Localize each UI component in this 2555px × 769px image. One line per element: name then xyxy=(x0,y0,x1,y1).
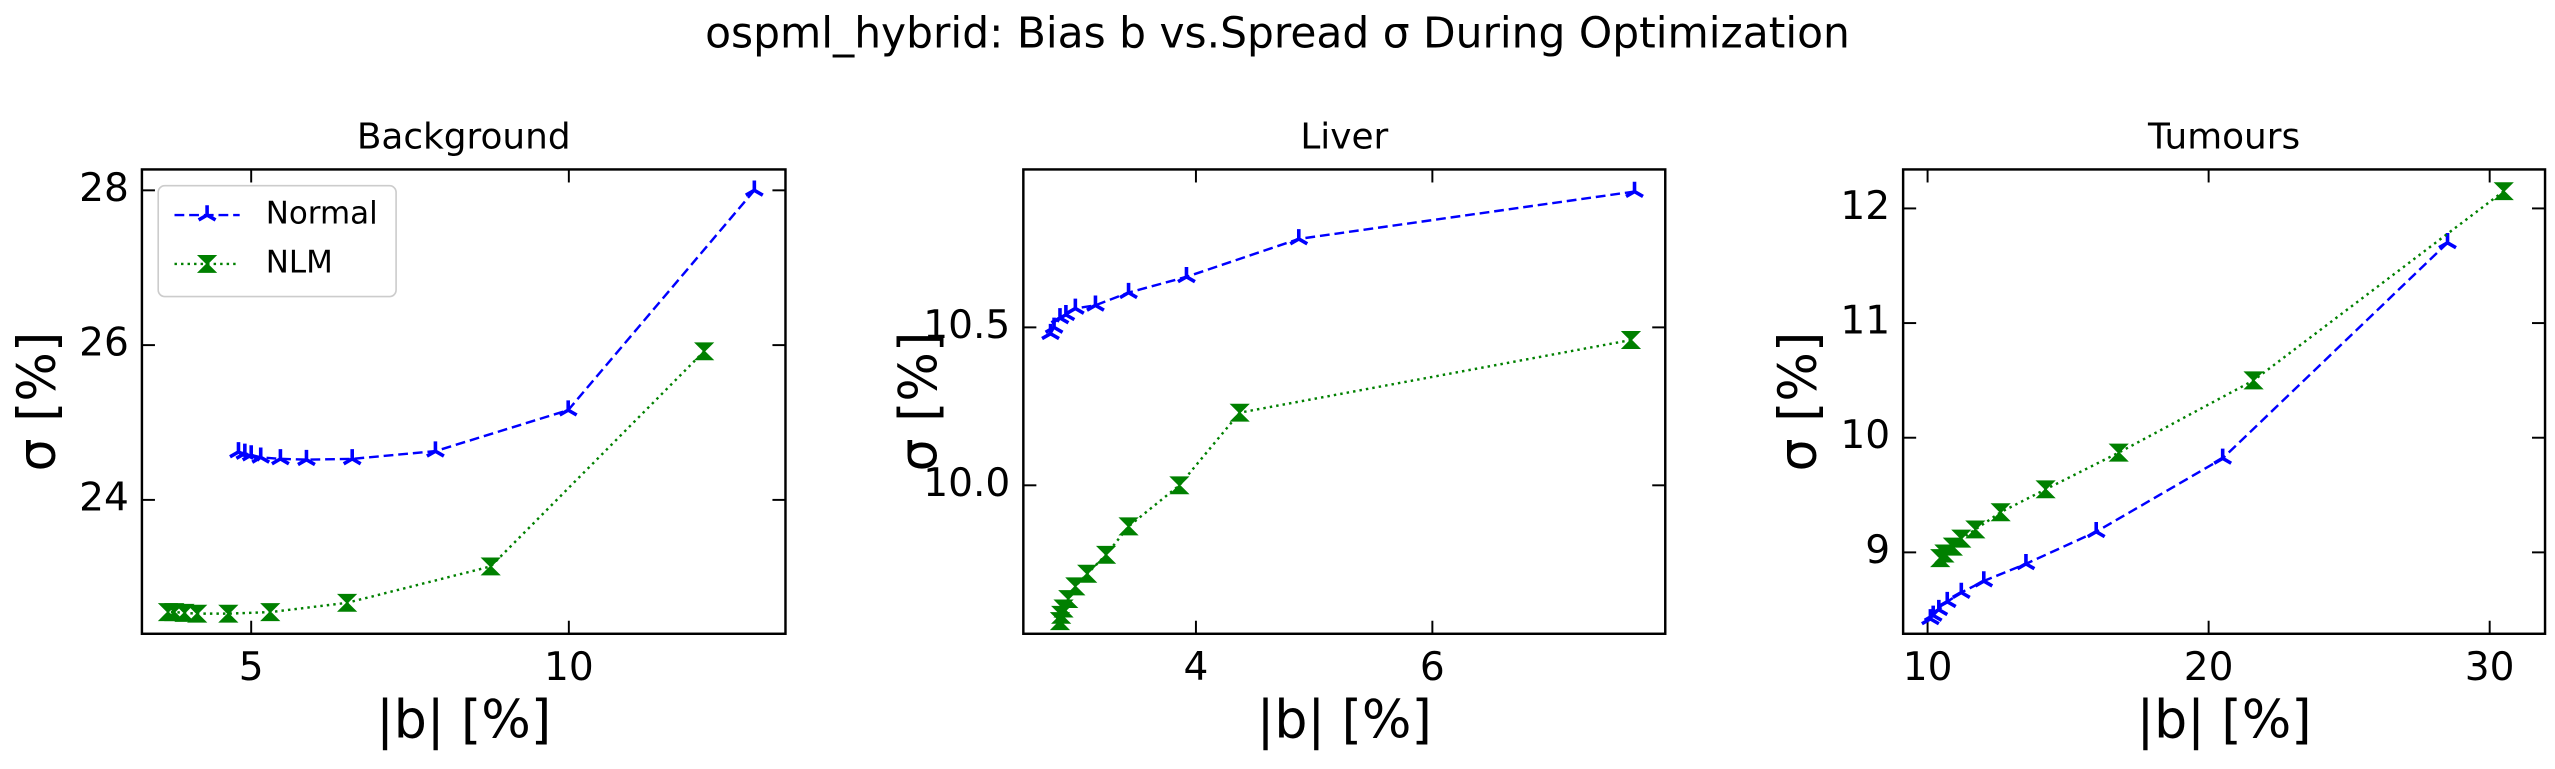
data-point xyxy=(218,604,239,623)
data-point xyxy=(1951,582,1971,599)
data-point xyxy=(1620,331,1642,349)
data-point xyxy=(744,180,764,197)
data-point xyxy=(1930,549,1951,568)
data-point xyxy=(1177,267,1196,284)
data-point xyxy=(1049,612,1071,631)
y-tick-label: 9 xyxy=(1865,528,1890,573)
plot-frame xyxy=(140,168,787,635)
legend-label: Normal xyxy=(266,196,378,232)
x-axis-label: |b| [%] xyxy=(376,690,551,750)
y-tick-label: 10.5 xyxy=(923,303,1010,348)
y-tick-label: 12 xyxy=(1840,184,1890,229)
data-point xyxy=(1990,503,2011,522)
data-point xyxy=(271,449,290,466)
data-point xyxy=(2035,480,2056,499)
data-point xyxy=(1942,537,1963,556)
plot-frame xyxy=(1901,168,2547,635)
y-tick-label: 10 xyxy=(1840,413,1890,458)
data-point xyxy=(2016,554,2036,571)
data-point xyxy=(2493,182,2514,201)
y-axis-label: σ [%] xyxy=(8,332,68,472)
data-point xyxy=(2086,521,2106,539)
figure-title: ospml_hybrid: Bias b vs.Spread σ During … xyxy=(705,8,1850,57)
y-tick-label: 24 xyxy=(79,475,129,520)
legend-marker xyxy=(197,205,217,222)
x-tick-label: 30 xyxy=(2465,645,2515,690)
data-point xyxy=(558,400,578,417)
x-axis-label: |b| [%] xyxy=(2137,690,2312,750)
subplot-title: Background xyxy=(357,116,571,157)
y-tick-label: 11 xyxy=(1840,299,1890,344)
y-axis-label: σ [%] xyxy=(1769,332,1829,472)
data-point xyxy=(1086,295,1105,312)
y-axis-label: σ [%] xyxy=(889,332,949,472)
subplot-title: Tumours xyxy=(2147,116,2300,157)
data-point xyxy=(260,603,281,622)
x-axis-label: |b| [%] xyxy=(1257,690,1432,750)
data-point xyxy=(1169,476,1190,495)
data-point xyxy=(2243,371,2264,390)
data-point xyxy=(2213,448,2233,465)
data-point xyxy=(1095,545,1117,564)
y-tick-label: 10.0 xyxy=(923,461,1010,506)
data-point xyxy=(1625,181,1644,198)
legend-box xyxy=(157,184,397,298)
series-line xyxy=(1929,241,2449,620)
x-tick-label: 5 xyxy=(239,645,264,690)
series-line xyxy=(167,350,706,615)
data-point xyxy=(1118,517,1139,536)
data-point xyxy=(1065,298,1085,315)
data-point xyxy=(174,603,195,622)
data-point xyxy=(1289,229,1309,246)
data-point xyxy=(2108,443,2129,462)
data-point xyxy=(297,449,316,467)
series-line xyxy=(1049,190,1635,335)
series-line xyxy=(238,189,756,461)
data-point xyxy=(229,442,248,459)
y-tick-label: 28 xyxy=(79,166,129,211)
data-point xyxy=(426,441,445,458)
series-line xyxy=(1058,338,1632,622)
data-point xyxy=(342,449,362,466)
legend-label: NLM xyxy=(266,244,333,280)
data-point xyxy=(1119,282,1138,300)
data-point xyxy=(1965,520,1986,539)
data-point xyxy=(187,604,208,623)
data-point xyxy=(1041,323,1060,341)
data-point xyxy=(157,603,179,622)
plot-frame xyxy=(1022,168,1667,635)
data-point xyxy=(1974,571,1994,588)
y-tick-label: 26 xyxy=(79,321,129,366)
subplot-title: Liver xyxy=(1300,116,1388,157)
data-point xyxy=(1921,609,1940,626)
x-tick-label: 4 xyxy=(1183,645,1208,690)
x-tick-label: 10 xyxy=(544,645,594,690)
x-tick-label: 6 xyxy=(1420,645,1445,690)
data-point xyxy=(1229,403,1250,422)
legend-marker xyxy=(196,254,218,273)
x-tick-label: 20 xyxy=(2184,645,2234,690)
data-point xyxy=(480,557,501,576)
x-tick-label: 10 xyxy=(1903,645,1953,690)
data-point xyxy=(337,593,358,612)
data-point xyxy=(694,342,715,361)
data-point xyxy=(2438,233,2457,250)
series-line xyxy=(1939,190,2505,559)
